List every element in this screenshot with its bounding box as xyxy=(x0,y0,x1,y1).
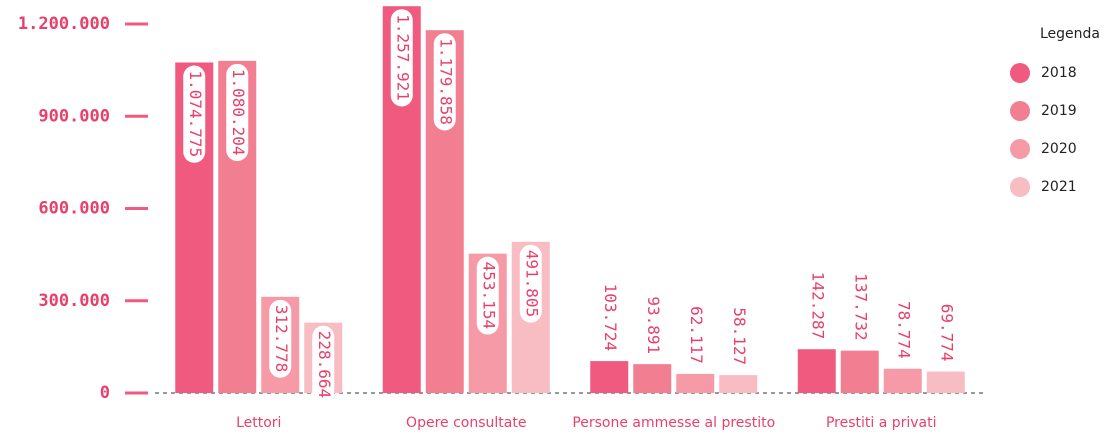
value-label: 69.774 xyxy=(937,304,956,362)
value-label-bg xyxy=(312,325,335,404)
x-tick-label: Lettori xyxy=(236,415,281,431)
value-label: 93.891 xyxy=(644,296,663,354)
value-label: 78.774 xyxy=(894,301,913,359)
value-label: 453.154 xyxy=(479,262,498,329)
value-label-bg xyxy=(476,256,499,335)
value-label: 1.074.775 xyxy=(186,71,205,158)
value-label: 103.724 xyxy=(601,284,620,351)
value-label: 1.179.858 xyxy=(436,38,455,125)
value-label-bg xyxy=(433,33,456,131)
value-label-bg xyxy=(390,9,413,107)
bar xyxy=(633,364,672,393)
value-label: 1.257.921 xyxy=(393,14,412,101)
legend-swatch xyxy=(1010,63,1030,83)
value-label-bg xyxy=(519,244,542,323)
y-tick-label: 0 xyxy=(100,383,110,403)
value-label: 312.778 xyxy=(272,305,291,372)
legend-label: 2021 xyxy=(1041,179,1077,195)
value-label: 137.732 xyxy=(851,273,870,340)
bar xyxy=(883,368,922,393)
bar xyxy=(797,349,836,393)
bar xyxy=(676,373,715,393)
y-tick-label: 1.200.000 xyxy=(18,14,110,34)
bar xyxy=(926,371,965,393)
value-label: 1.080.204 xyxy=(229,69,248,156)
legend-title: Legenda xyxy=(1040,26,1100,42)
value-label: 228.664 xyxy=(315,331,334,398)
legend-label: 2020 xyxy=(1041,141,1077,157)
y-tick-label: 600.000 xyxy=(38,199,110,219)
x-tick-label: Persone ammesse al prestito xyxy=(572,415,775,431)
x-tick-label: Prestiti a privati xyxy=(826,415,937,431)
x-tick-label: Opere consultate xyxy=(406,415,526,431)
legend-swatch xyxy=(1010,101,1030,121)
value-label: 62.117 xyxy=(687,306,706,364)
bar xyxy=(719,375,758,393)
bar xyxy=(590,361,629,393)
legend-label: 2018 xyxy=(1041,65,1077,81)
value-label: 58.127 xyxy=(730,307,749,365)
legend-swatch xyxy=(1010,139,1030,159)
value-label-bg xyxy=(269,299,292,378)
y-tick-label: 300.000 xyxy=(38,291,110,311)
y-tick-label: 900.000 xyxy=(38,106,110,126)
bar xyxy=(840,350,879,393)
value-label: 142.287 xyxy=(808,272,827,339)
value-label: 491.805 xyxy=(522,250,541,317)
value-label-bg xyxy=(183,65,206,163)
value-label-bg xyxy=(226,63,249,162)
legend-label: 2019 xyxy=(1041,103,1077,119)
legend-swatch xyxy=(1010,177,1030,197)
